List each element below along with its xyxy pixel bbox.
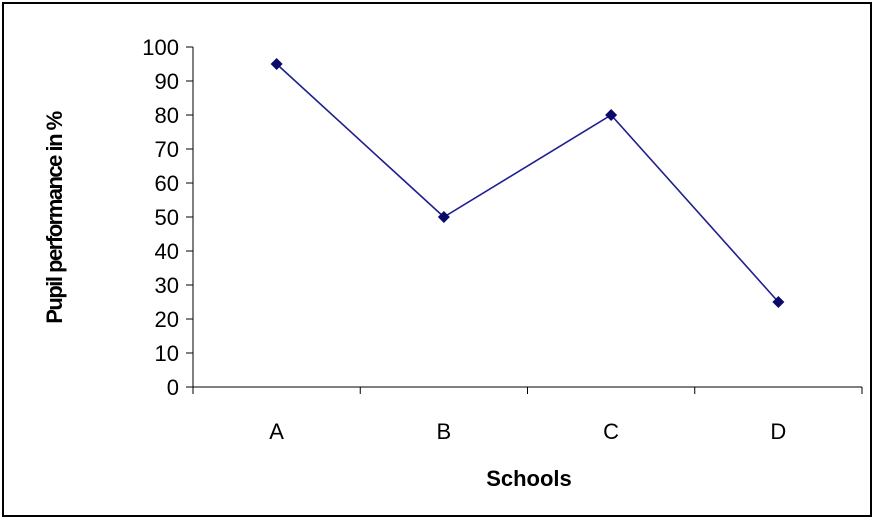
y-tick-label: 80 (155, 103, 179, 128)
y-tick-label: 60 (155, 171, 179, 196)
x-tick-label: C (603, 419, 619, 444)
y-tick-label: 20 (155, 307, 179, 332)
y-tick-label: 30 (155, 273, 179, 298)
x-tick-label: D (770, 419, 786, 444)
series-line (276, 63, 779, 303)
y-axis-ticks: 0 10 20 30 40 50 60 70 80 90 100 (142, 35, 193, 400)
y-tick-label: 10 (155, 341, 179, 366)
data-point-marker (270, 58, 283, 70)
x-axis-ticks: A B C D (192, 387, 863, 444)
y-tick-label: 90 (155, 69, 179, 94)
series-layer (270, 58, 785, 308)
x-tick-label: A (269, 419, 284, 444)
x-tick-label: B (437, 419, 452, 444)
data-point-marker (605, 109, 618, 121)
y-tick-label: 100 (142, 35, 179, 60)
y-tick-label: 70 (155, 137, 179, 162)
y-tick-label: 40 (155, 239, 179, 264)
data-point-marker (437, 211, 450, 223)
y-tick-label: 0 (167, 375, 179, 400)
x-axis-title: Schools (486, 466, 572, 491)
y-tick-label: 50 (155, 205, 179, 230)
y-axis-title: Pupil performance in % (42, 111, 67, 323)
axes (192, 47, 862, 388)
data-point-marker (772, 296, 785, 308)
